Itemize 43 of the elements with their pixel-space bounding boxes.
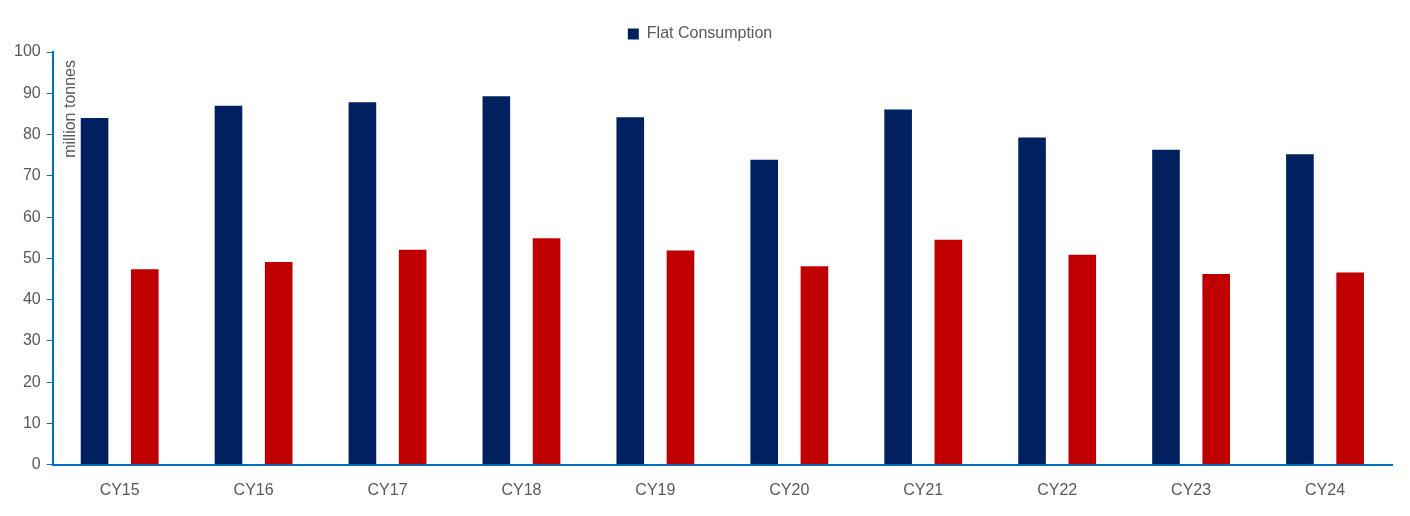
bar <box>1152 149 1180 465</box>
x-tick-label: CY17 <box>367 480 408 498</box>
bar <box>1202 274 1231 465</box>
x-tick-label: CY24 <box>1305 480 1346 498</box>
legend-label: Flat Consumption <box>646 24 773 42</box>
bar <box>934 239 963 465</box>
bar <box>482 96 511 465</box>
bar <box>800 266 829 465</box>
bar <box>884 109 912 465</box>
bar <box>214 105 243 465</box>
y-tick-label: 0 <box>31 455 41 473</box>
bar <box>80 118 109 465</box>
bar <box>616 117 645 465</box>
x-tick-label: CY19 <box>635 480 676 498</box>
x-tick-label: CY23 <box>1171 480 1212 498</box>
bar <box>1286 154 1314 465</box>
bar <box>1336 272 1364 465</box>
x-tick-label: CY21 <box>903 480 944 498</box>
y-axis-title: million tonnes <box>61 60 79 158</box>
bar <box>398 249 427 465</box>
y-tick-label: 70 <box>22 166 41 184</box>
bar <box>1068 254 1097 465</box>
x-tick-label: CY20 <box>769 480 810 498</box>
y-tick-label: 80 <box>22 124 41 142</box>
y-tick-label: 50 <box>22 248 41 266</box>
y-tick-label: 20 <box>22 372 41 390</box>
bar <box>130 269 159 465</box>
y-tick-label: 60 <box>22 207 41 225</box>
y-tick-label: 40 <box>22 290 41 308</box>
y-tick-label: 100 <box>13 42 41 60</box>
x-tick-label: CY22 <box>1037 480 1078 498</box>
x-tick-label: CY15 <box>99 480 140 498</box>
x-tick-label: CY16 <box>233 480 274 498</box>
bar <box>666 250 695 465</box>
bar <box>264 262 293 465</box>
y-tick-label: 10 <box>22 413 41 431</box>
bar <box>750 159 779 465</box>
bar <box>348 102 377 465</box>
x-tick-label: CY18 <box>501 480 542 498</box>
y-tick-label: 30 <box>22 331 41 349</box>
bar <box>1018 137 1046 465</box>
bar <box>532 238 561 465</box>
y-tick-label: 90 <box>22 83 41 101</box>
